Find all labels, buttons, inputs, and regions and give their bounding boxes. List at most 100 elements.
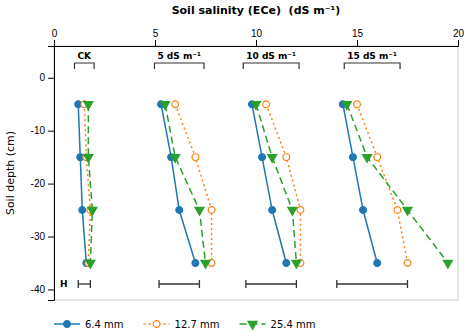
y-tick: -10: [31, 125, 54, 136]
y-axis: 0 -10 -20 -30 -40: [31, 47, 55, 301]
x-tick-label: 0: [52, 28, 58, 39]
group-bracket: [75, 63, 95, 69]
lsd-bar: [159, 280, 199, 288]
series-point: [443, 260, 452, 268]
lsd-bar-end: [245, 280, 246, 288]
x-axis-line: [55, 40, 459, 47]
chart: 0 5 10 15 20 0 -10 -20 -30 -40 CK 5 dS m⁻¹ 10 dS m⁻¹…: [0, 0, 474, 336]
series-line: [161, 104, 195, 263]
y-tick-label: -20: [31, 178, 46, 189]
y-tick-label: 0: [39, 72, 45, 83]
series-point: [268, 154, 277, 162]
lsd-bar: [337, 280, 408, 288]
x-axis: 0 5 10 15 20: [52, 28, 465, 47]
y-tick-mark: [48, 131, 54, 132]
x-tick: 10: [251, 28, 263, 46]
x-tick-label: 15: [352, 28, 364, 39]
group-label: 5 dS m⁻¹: [157, 51, 201, 61]
y-axis-line: [48, 47, 55, 301]
series-point: [79, 207, 86, 214]
y-tick-mark: [48, 237, 54, 238]
series-line: [78, 104, 86, 263]
x-tick-mark: [458, 40, 459, 46]
y-tick-mark: [48, 78, 54, 79]
series-point: [161, 102, 170, 110]
series-line: [256, 104, 296, 263]
series-line: [266, 104, 300, 263]
series-point: [394, 207, 401, 214]
lsd-bar-end: [199, 280, 200, 288]
series-point: [363, 154, 372, 162]
series-point: [292, 260, 301, 268]
legend-swatch-marker: [64, 321, 71, 328]
lsd-bar-line: [246, 283, 297, 284]
x-tick-mark: [155, 40, 156, 46]
y-tick: -30: [31, 231, 54, 242]
series-point: [88, 207, 97, 215]
x-tick: 5: [153, 28, 159, 46]
series-point: [171, 154, 180, 162]
x-tick: 0: [52, 28, 58, 46]
data-area: [75, 101, 453, 288]
series-point: [192, 260, 199, 267]
x-tick-mark: [357, 40, 358, 46]
title: Soil salinity (ECe) (dS m⁻¹): [172, 4, 341, 17]
plot: 0 5 10 15 20 0 -10 -20 -30 -40 CK 5 dS m⁻¹ 10 dS m⁻¹…: [31, 28, 465, 301]
legend-label: 6.4 mm: [85, 319, 124, 330]
series-point: [403, 207, 412, 215]
legend-swatch-marker: [248, 321, 257, 329]
series-line: [88, 104, 92, 263]
lsd-bar-end: [78, 280, 79, 288]
series-point: [195, 207, 204, 215]
lsd-bar-end: [407, 280, 408, 288]
y-tick-label: -30: [31, 231, 46, 242]
series-point: [176, 207, 183, 214]
lsd-bar-end: [90, 280, 91, 288]
lsd-bar-end: [158, 280, 159, 288]
legend-item: 25.4 mm: [240, 319, 316, 330]
x-tick: 15: [352, 28, 364, 46]
series-point: [283, 154, 290, 161]
lsd-bar-end: [336, 280, 337, 288]
legend-label: 12.7 mm: [175, 319, 220, 330]
y-tick: 0: [39, 72, 54, 83]
group-label: CK: [78, 51, 93, 61]
lsd-bar-line: [337, 283, 408, 284]
y-tick-mark: [48, 289, 54, 290]
x-tick: 20: [453, 28, 465, 46]
x-tick-label: 20: [453, 28, 465, 39]
x-tick-label: 5: [153, 28, 159, 39]
x-tick-mark: [54, 40, 55, 46]
group-bracket: [243, 63, 299, 69]
series-point: [269, 207, 276, 214]
series-point: [360, 207, 367, 214]
series-point: [288, 207, 297, 215]
lsd-bar-line: [78, 283, 90, 284]
y-tick-label: -40: [31, 284, 46, 295]
series-point: [259, 154, 266, 161]
legend-label: 25.4 mm: [271, 319, 316, 330]
series-point: [172, 101, 179, 108]
legend-item: 6.4 mm: [54, 319, 124, 330]
lsd-bar: [246, 280, 297, 288]
series-point: [354, 101, 361, 108]
series-point: [86, 260, 95, 268]
series-point: [283, 260, 290, 267]
series-point: [297, 207, 304, 214]
y-tick-mark: [48, 184, 54, 185]
y-tick-label: -10: [31, 125, 46, 136]
series-line: [175, 104, 211, 263]
x-tick-label: 10: [251, 28, 263, 39]
series-point: [374, 154, 381, 161]
group-label: 15 dS m⁻¹: [347, 51, 397, 61]
series-point: [374, 260, 381, 267]
x-tick-mark: [256, 40, 257, 46]
series-point: [208, 207, 215, 214]
series-point: [84, 154, 93, 162]
group-label: 10 dS m⁻¹: [246, 51, 296, 61]
y-tick: -20: [31, 178, 54, 189]
lsd-label: H: [60, 279, 68, 289]
legend-swatch-marker: [153, 321, 160, 328]
series-line: [357, 104, 408, 263]
series-line: [252, 104, 286, 263]
